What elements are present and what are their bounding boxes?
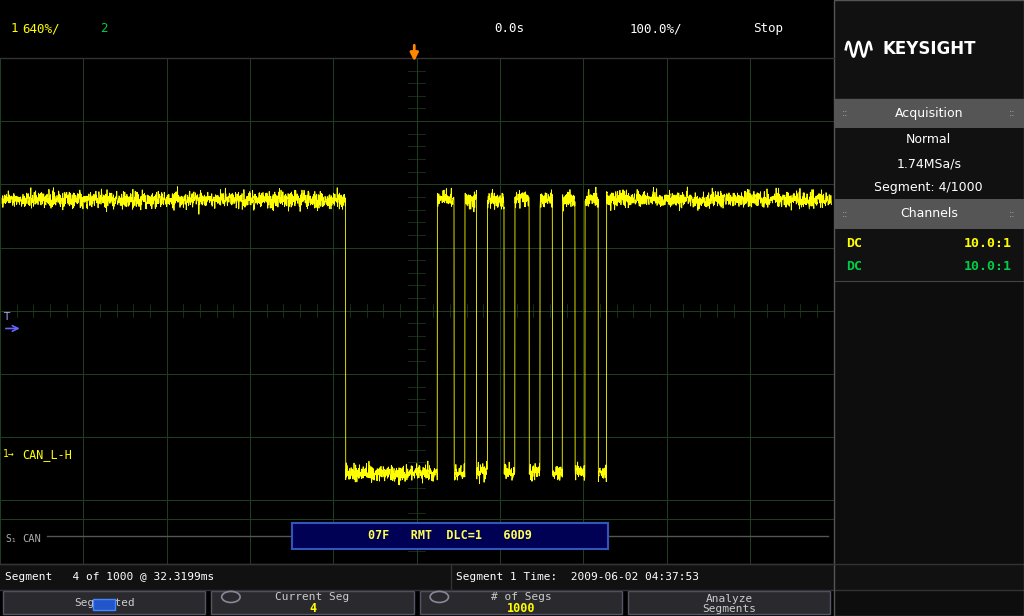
Bar	[628, 591, 830, 614]
Text: Segments: Segments	[702, 604, 757, 614]
Text: CAN: CAN	[839, 22, 860, 36]
Text: 1.74MSa/s: 1.74MSa/s	[896, 157, 962, 170]
Text: 1→: 1→	[3, 450, 14, 460]
Text: ::: ::	[1010, 209, 1016, 219]
Text: Segment 1 Time:  2009-06-02 04:37:53: Segment 1 Time: 2009-06-02 04:37:53	[456, 572, 698, 582]
Text: 10.0:1: 10.0:1	[964, 237, 1012, 249]
Text: S₁: S₁	[5, 534, 16, 544]
Bar	[834, 229, 1024, 281]
Text: Segment: 4/1000: Segment: 4/1000	[874, 180, 983, 193]
Text: CAN_L-H: CAN_L-H	[23, 448, 73, 461]
Text: Segment   4 of 1000 @ 32.3199ms: Segment 4 of 1000 @ 32.3199ms	[5, 572, 214, 582]
Bar	[834, 128, 1024, 199]
Text: KEYSIGHT: KEYSIGHT	[883, 40, 976, 59]
Bar	[292, 523, 608, 549]
Text: # of Segs: # of Segs	[490, 592, 551, 602]
Bar	[834, 0, 1024, 616]
Bar	[0, 564, 1024, 590]
Bar	[834, 199, 1024, 229]
Text: Acquisition: Acquisition	[895, 107, 963, 120]
Text: Stop: Stop	[753, 22, 783, 36]
Text: 100.0%/: 100.0%/	[629, 22, 682, 36]
Text: Segmented: Segmented	[74, 598, 134, 608]
Text: CAN: CAN	[23, 534, 41, 544]
Text: Channels: Channels	[900, 207, 957, 221]
Bar	[93, 599, 116, 610]
Text: 07F   RMT  DLC=1   60D9: 07F RMT DLC=1 60D9	[369, 529, 532, 542]
Text: Current Seg: Current Seg	[275, 592, 350, 602]
Bar	[420, 591, 622, 614]
Text: 2: 2	[100, 22, 108, 36]
Text: 4: 4	[309, 602, 316, 615]
Text: Normal: Normal	[906, 134, 951, 147]
Text: 1: 1	[880, 22, 887, 36]
Bar	[0, 58, 834, 564]
Text: 1000: 1000	[507, 602, 536, 615]
Text: DC: DC	[846, 237, 862, 249]
Bar	[3, 591, 205, 614]
Text: ::: ::	[1010, 108, 1016, 118]
Text: ::: ::	[842, 108, 848, 118]
Text: T: T	[3, 312, 9, 322]
Text: 1.15V: 1.15V	[900, 22, 936, 36]
Bar	[834, 0, 1024, 99]
Bar	[834, 0, 1024, 616]
Bar	[834, 99, 1024, 128]
Text: 10.0:1: 10.0:1	[964, 260, 1012, 273]
Text: 640%/: 640%/	[23, 22, 60, 36]
Text: DC: DC	[846, 260, 862, 273]
Bar	[211, 591, 414, 614]
Text: 1: 1	[10, 22, 17, 36]
Text: Analyze: Analyze	[706, 594, 753, 604]
Text: 0.0s: 0.0s	[494, 22, 524, 36]
Bar	[0, 0, 1024, 58]
Text: ::: ::	[842, 209, 848, 219]
